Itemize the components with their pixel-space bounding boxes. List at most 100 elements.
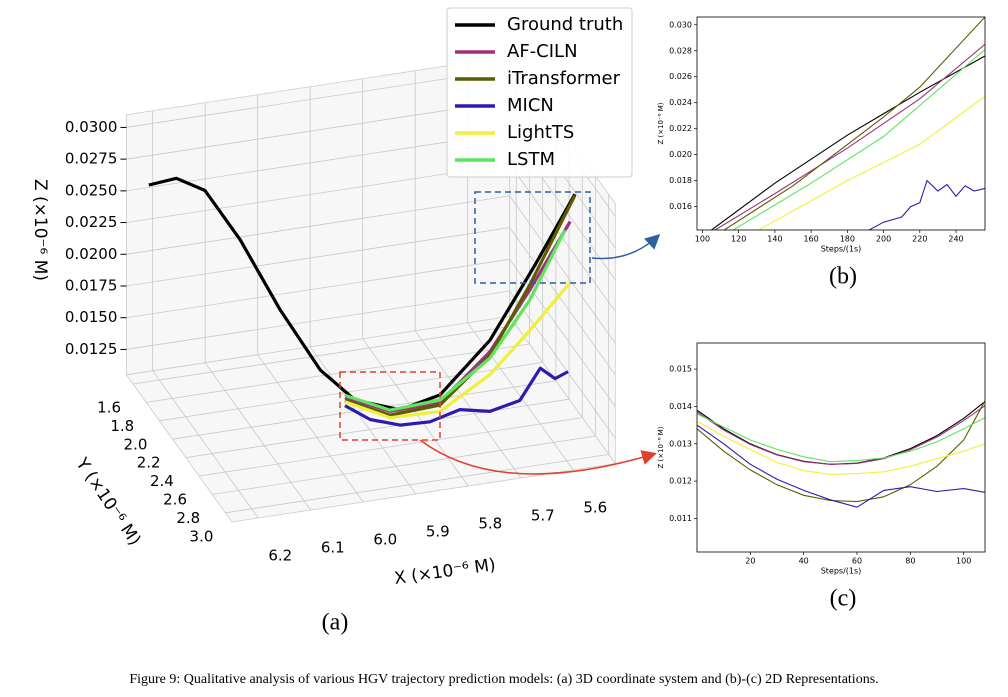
- grid-line: [185, 398, 570, 458]
- x-tick-label: 5.9: [426, 523, 450, 541]
- plot-frame: [696, 16, 986, 231]
- zoom-box-b: [474, 191, 591, 284]
- z-tick-label: 0.0150: [65, 308, 118, 326]
- panel-label: (c): [830, 586, 857, 612]
- arrow-b: [591, 233, 661, 260]
- panel-b: 100 120 140 160 180 200 220 240 0.016 0.018 0.020 0…: [657, 16, 986, 290]
- z-tick-label: 0.0250: [65, 181, 118, 199]
- y-tick-label: 0.024: [669, 98, 692, 107]
- series-line: [697, 413, 985, 463]
- y-tick-label: 0.011: [669, 514, 692, 523]
- trajectory: [344, 281, 572, 420]
- y-tick-label: 0.013: [669, 439, 692, 448]
- plot-lines: [697, 400, 985, 508]
- legend-label: LSTM: [507, 149, 555, 170]
- series-line: [697, 420, 985, 475]
- x-tick-label: 6.0: [373, 531, 397, 549]
- x-tick-label: 180: [840, 235, 855, 244]
- grid-line: [225, 454, 609, 514]
- x-tick-label: 40: [799, 557, 809, 566]
- panel-3d: 0.0125 0.0150 0.0175 0.0200 0.0225 0.0250 0.02…: [30, 7, 633, 636]
- grid-line: [257, 354, 364, 503]
- grid-line: [126, 258, 510, 319]
- x-tick-label: 120: [731, 235, 746, 244]
- plot-frame: [696, 342, 986, 553]
- grid-line: [126, 68, 510, 128]
- grid-line: [198, 417, 583, 477]
- series-line: [697, 400, 985, 503]
- z-tick-label: 0.0125: [65, 340, 118, 358]
- y-tick-label: 1.8: [110, 417, 134, 435]
- series-line: [714, 43, 985, 230]
- grid-line: [212, 435, 596, 495]
- y-tick-label: 3.0: [190, 527, 214, 545]
- panel-label: (b): [829, 264, 857, 290]
- y-tick-label: 0.014: [669, 402, 692, 411]
- series-line: [732, 49, 985, 230]
- z-tick-label: 0.0175: [65, 276, 118, 294]
- series-line: [723, 17, 985, 230]
- x-tick-label: 5.6: [583, 499, 607, 517]
- y-tick-label: 2.6: [163, 491, 187, 509]
- x-tick-label: 200: [876, 235, 891, 244]
- grid-line: [309, 346, 417, 495]
- trajectory: [344, 366, 569, 427]
- y-axis-label: Y (×10⁻⁶ M): [71, 454, 145, 550]
- legend-label: AF-CILN: [507, 41, 578, 62]
- y-tick-label: 0.030: [669, 20, 692, 29]
- grid-line: [146, 343, 530, 403]
- x-tick-label: 140: [767, 235, 782, 244]
- grid-line: [509, 195, 616, 344]
- legend-label: MICN: [507, 95, 554, 116]
- arrow-c: [419, 439, 657, 475]
- y-tick-label: 0.022: [669, 124, 692, 133]
- grid-line: [159, 362, 543, 422]
- zoom-box-c: [339, 371, 441, 441]
- x-axis-label: X (×10⁻⁶ M): [393, 555, 497, 589]
- series-line: [711, 55, 985, 230]
- grid-line: [509, 227, 616, 376]
- grid-line: [126, 290, 510, 350]
- legend-label: iTransformer: [507, 68, 621, 89]
- trajectory: [344, 229, 567, 412]
- series-line: [697, 424, 985, 508]
- y-tick-label: 0.028: [669, 46, 692, 55]
- x-tick-label: 100: [956, 557, 971, 566]
- z-axis-label: Z (×10⁻⁶ M): [30, 179, 50, 281]
- caption: Figure 9: Qualitative analysis of variou…: [129, 672, 878, 687]
- y-tick-label: 2.4: [150, 472, 174, 490]
- grid-line: [362, 338, 469, 487]
- x-tick-label: 5.8: [478, 515, 502, 533]
- series-line: [758, 95, 985, 230]
- z-tick-label: 0.0200: [65, 245, 118, 263]
- grid-line: [132, 325, 517, 385]
- x-tick-label: 6.1: [321, 539, 345, 557]
- plot-lines: [711, 17, 985, 230]
- grid-line: [126, 163, 510, 223]
- y-tick-label: 0.015: [669, 365, 692, 374]
- x-tick-label: 6.2: [268, 547, 292, 565]
- grid-line: [126, 195, 510, 255]
- y-tick-label: 1.6: [97, 399, 121, 417]
- z-tick-label: 0.0300: [65, 118, 118, 136]
- trajectory: [148, 176, 577, 412]
- x-axis-label: Steps/(1s): [821, 567, 862, 576]
- y-tick-label: 2.2: [137, 454, 161, 472]
- series-line: [868, 179, 985, 230]
- x-tick-label: 240: [948, 235, 963, 244]
- y-tick-label: 0.018: [669, 176, 692, 185]
- x-tick-label: 80: [905, 557, 915, 566]
- panel-c: 20 40 60 80 100 0.011 0.012 0.013 0.014 0.015 Step…: [657, 342, 986, 612]
- grid-line: [509, 259, 616, 407]
- panel-label: (a): [322, 610, 349, 636]
- z-tick-label: 0.0225: [65, 213, 118, 231]
- y-axis-label: Z (×10⁻⁶ M): [657, 102, 665, 144]
- grid-line: [414, 330, 522, 479]
- x-tick-label: 100: [695, 235, 710, 244]
- y-tick-label: 0.016: [669, 202, 692, 211]
- x-tick-label: 5.7: [531, 507, 555, 525]
- grid-line: [126, 227, 510, 287]
- x-tick-label: 20: [745, 557, 755, 566]
- x-tick-label: 220: [912, 235, 927, 244]
- legend-label: Ground truth: [507, 14, 623, 35]
